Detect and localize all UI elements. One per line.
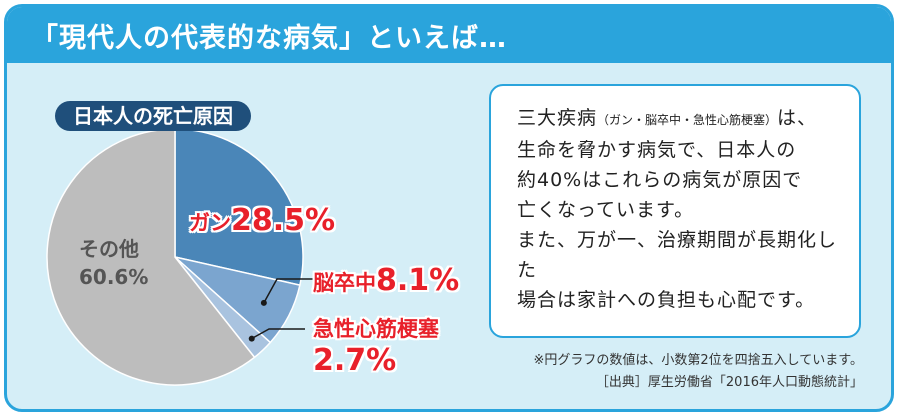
page-title: 「現代人の代表的な病気」といえば… [31, 23, 507, 54]
slice-label-stroke: 脳卒中8.1% [313, 263, 459, 298]
slice-name-mi: 急性心筋梗塞 [313, 317, 439, 341]
bubble-line1-main: 三大疾病 [517, 107, 598, 129]
slice-name-other: その他 [79, 237, 139, 261]
slice-label-mi: 急性心筋梗塞 2.7% [313, 313, 439, 377]
pie-chart [46, 128, 313, 386]
chart-title: 日本人の死亡原因 [55, 101, 251, 131]
slice-label-other: その他 60.6% [79, 235, 148, 291]
bubble-line5: また、万が一、治療期間が長期化した [517, 229, 838, 281]
bubble-line6: 場合は家計への負担も心配です。 [517, 289, 816, 311]
bubble-line1-small: （ガン・脳卒中・急性心筋梗塞） [597, 113, 778, 127]
slice-value-mi: 2.7% [313, 343, 397, 378]
bubble-line4: 亡くなっています。 [517, 199, 695, 221]
leader-line-mi-dot [248, 335, 255, 342]
pie-slice-other [46, 128, 256, 386]
rounding-note: ※円グラフの数値は、小数第2位を四捨五入しています。 [533, 353, 863, 368]
pie-slice-gan [174, 128, 304, 287]
infographic-panel: 「現代人の代表的な病気」といえば… 日本人の死亡原因 ガン28.5% 脳卒中8.… [4, 4, 894, 412]
source-note: ［出典］厚生労働省「2016年人口動態統計」 [595, 375, 863, 390]
leader-line-stroke [263, 278, 313, 304]
bubble-text: 三大疾病（ガン・脳卒中・急性心筋梗塞）は、 生命を脅かす病気で、日本人の 約40… [517, 103, 847, 315]
bubble-line3: 約40%はこれらの病気が原因で [517, 169, 803, 191]
leader-line-mi [251, 328, 305, 340]
leader-line-stroke-dot [260, 299, 267, 306]
bubble-line2: 生命を脅かす病気で、日本人の [517, 139, 797, 161]
slice-value-stroke: 8.1% [376, 263, 460, 298]
slice-value-other: 60.6% [79, 265, 149, 289]
header-banner: 「現代人の代表的な病気」といえば… [7, 7, 891, 63]
slice-value-gan: 28.5% [231, 203, 336, 238]
speech-bubble: 三大疾病（ガン・脳卒中・急性心筋梗塞）は、 生命を脅かす病気で、日本人の 約40… [489, 84, 861, 338]
slice-name-stroke: 脳卒中 [313, 271, 376, 295]
slice-label-gan: ガン28.5% [189, 203, 335, 238]
bubble-line1-end: は、 [777, 107, 818, 129]
slice-name-gan: ガン [189, 211, 231, 235]
